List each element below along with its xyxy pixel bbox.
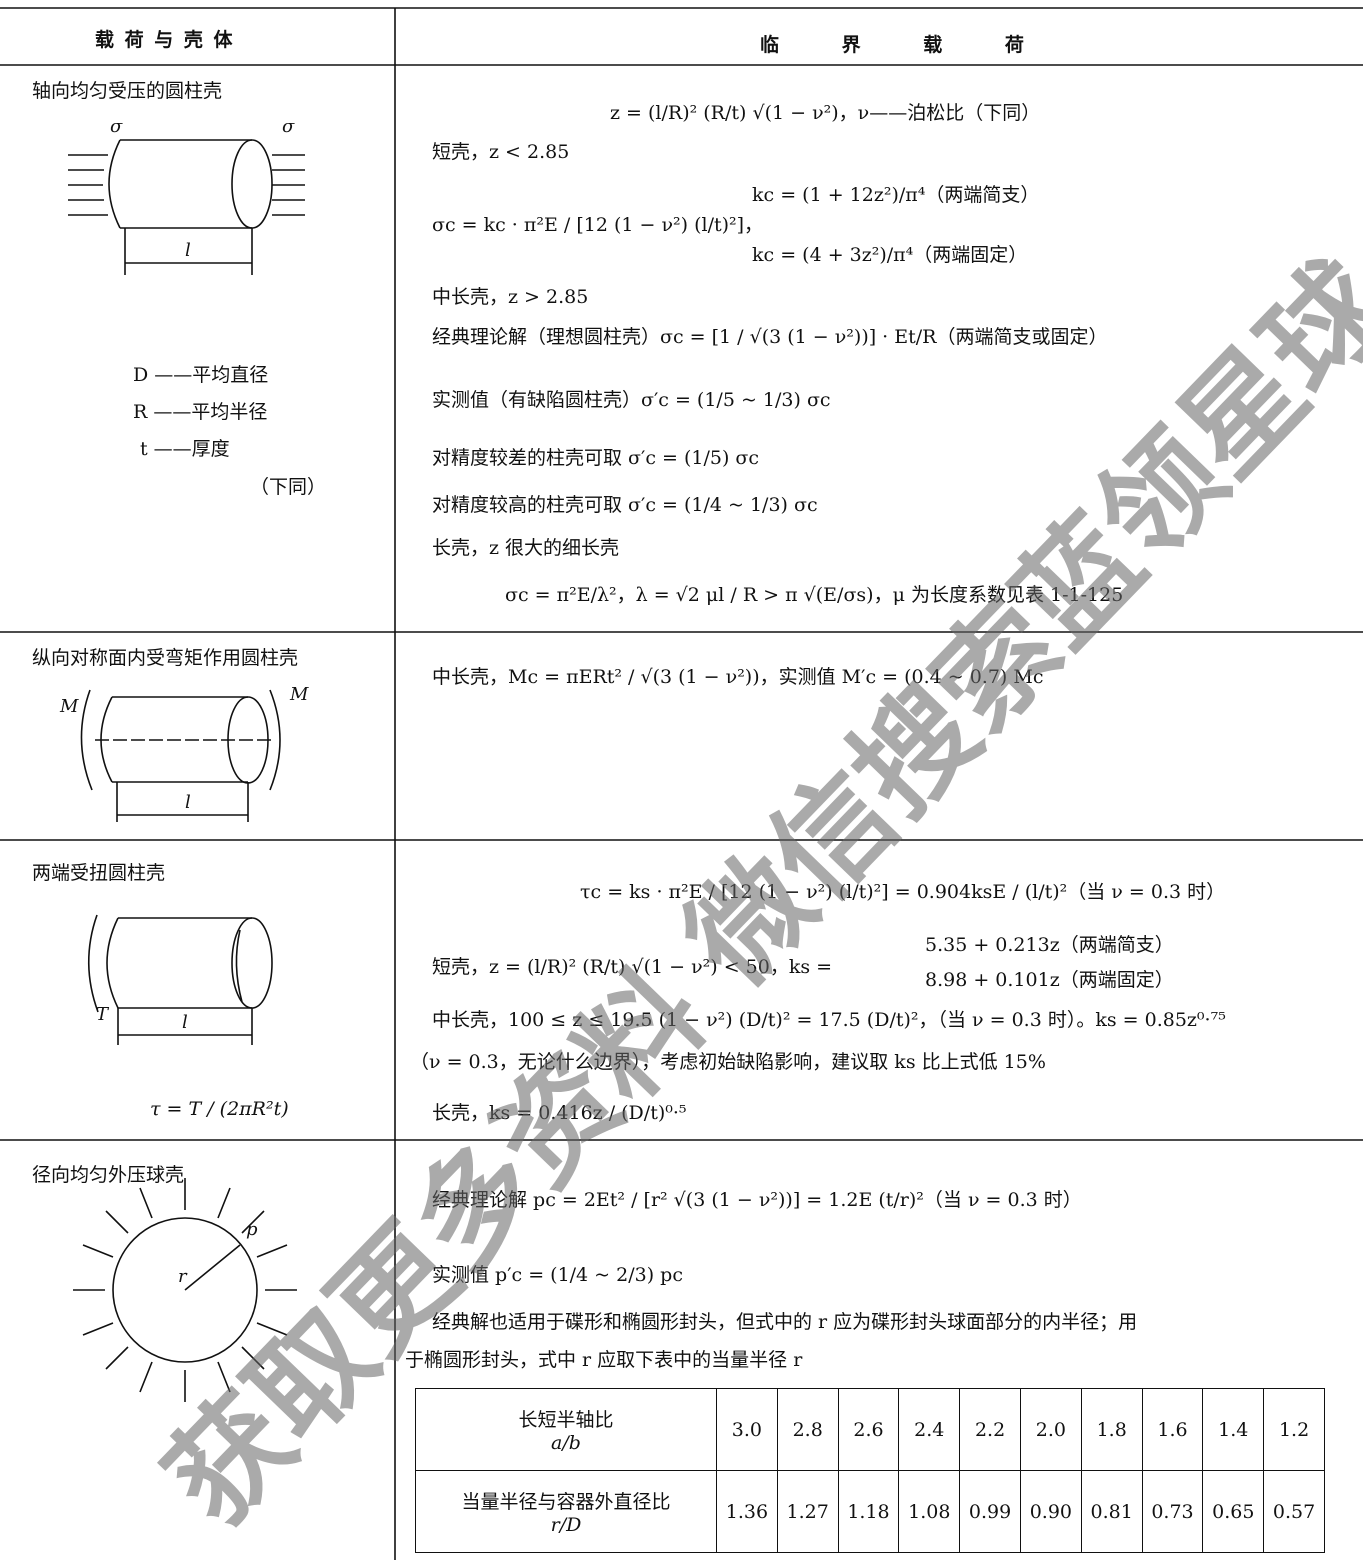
diagram-label: p	[246, 1219, 258, 1240]
cylinder-diagram: M M l	[59, 684, 309, 822]
formula-line: 长壳，z 很大的细长壳	[432, 537, 620, 559]
table-cell: 2.2	[959, 1388, 1021, 1471]
note: t ——厚度	[140, 438, 230, 460]
cell-text: 当量半径与容器外直径比	[461, 1491, 671, 1513]
table-cell: 1.27	[776, 1470, 839, 1553]
formula-line: 经典理论解 pc = 2Et² / [r² √(3 (1 − ν²))] = 1…	[432, 1189, 1082, 1211]
cell-text: r/D	[550, 1514, 582, 1536]
sphere-diagram: p r	[73, 1178, 297, 1402]
row-title: 纵向对称面内受弯矩作用圆柱壳	[32, 647, 299, 669]
table-cell: 2.8	[776, 1388, 839, 1471]
diagram-label: T	[96, 1004, 110, 1025]
table-cell: 1.4	[1202, 1388, 1265, 1471]
header-cell: 载 荷 与 壳 体	[95, 29, 235, 51]
diagram-label: σ	[110, 116, 123, 137]
row-title: 两端受扭圆柱壳	[32, 862, 166, 884]
note: D ——平均直径	[133, 364, 269, 386]
diagram-label: M	[289, 684, 309, 705]
diagram-label: l	[185, 792, 191, 813]
table-cell: 0.65	[1202, 1470, 1265, 1553]
formula-line: 对精度较高的柱壳可取 σ′c = (1/4 ~ 1/3) σc	[432, 494, 818, 516]
diagram-label: σ	[282, 116, 295, 137]
formula-line: 5.35 + 0.213z（两端简支）	[925, 934, 1174, 956]
table-row: 当量半径与容器外直径比 r/D 1.36 1.27 1.18 1.08 0.99 0.90 0…	[415, 1470, 1325, 1553]
table-cell: 1.6	[1141, 1388, 1204, 1471]
note: （下同）	[250, 476, 327, 498]
table-cell: 1.36	[716, 1470, 778, 1553]
formula-line: z = (l/R)² (R/t) √(1 − ν²)，ν——泊松比（下同）	[610, 102, 1041, 124]
formula-line: 经典理论解（理想圆柱壳）σc = [1 / √(3 (1 − ν²))] · E…	[432, 326, 1108, 348]
table-cell: 1.2	[1263, 1388, 1325, 1471]
header-cell: 临 界 载 荷	[760, 34, 1052, 56]
table-cell: 0.73	[1141, 1470, 1204, 1553]
formula-line: 实测值（有缺陷圆柱壳）σ′c = (1/5 ~ 1/3) σc	[432, 389, 831, 411]
table-cell: 1.8	[1080, 1388, 1143, 1471]
formula-line: 于椭圆形封头，式中 r 应取下表中的当量半径 r	[405, 1349, 803, 1371]
cylinder-diagram: T l	[87, 914, 273, 1045]
formula-line: 中长壳，Mc = πERt² / √(3 (1 − ν²))，实测值 M′c =…	[432, 666, 1044, 688]
diagram-label: l	[185, 240, 191, 261]
formula-line: τc = ks · π²E / [12 (1 − ν²) (l/t)²] = 0…	[580, 881, 1226, 903]
table-cell: 2.4	[898, 1388, 961, 1471]
equivalent-radius-table: 长短半轴比 a/b 3.0 2.8 2.6 2.4 2.2 2.0 1.8 1.6 1.4 1.2 …	[415, 1388, 1325, 1553]
formula-line: 短壳，z = (l/R)² (R/t) √(1 − ν²) < 50，ks =	[432, 956, 833, 978]
diagram-label: l	[182, 1012, 188, 1033]
row-title: 径向均匀外压球壳	[32, 1164, 185, 1186]
table-cell: 0.57	[1263, 1470, 1325, 1553]
row-title: 轴向均匀受压的圆柱壳	[32, 80, 223, 102]
table-header: 长短半轴比 a/b	[415, 1388, 717, 1471]
table-cell: 0.81	[1080, 1470, 1143, 1553]
formula-line: 长壳，ks = 0.416z / (D/t)⁰·⁵	[432, 1102, 687, 1124]
table-cell: 1.18	[837, 1470, 900, 1553]
formula-line: 对精度较差的柱壳可取 σ′c = (1/5) σc	[432, 447, 760, 469]
formula-line: 经典解也适用于碟形和椭圆形封头，但式中的 r 应为碟形封头球面部分的内半径；用	[432, 1311, 1138, 1333]
formula-line: （ν = 0.3，无论什么边界），考虑初始缺陷影响，建议取 ks 比上式低 15…	[410, 1051, 1046, 1073]
formula: τ = T / (2πR²t)	[150, 1098, 289, 1120]
cylinder-diagram: σ σ l	[68, 116, 305, 275]
formula-line: σc = kc · π²E / [12 (1 − ν²) (l/t)²]，	[432, 214, 764, 236]
cell-text: a/b	[551, 1432, 581, 1454]
table-cell: 3.0	[716, 1388, 778, 1471]
formula-line: 8.98 + 0.101z（两端固定）	[925, 969, 1174, 991]
cell-text: 长短半轴比	[518, 1409, 614, 1431]
formula-line: kc = (4 + 3z²)/π⁴（两端固定）	[752, 244, 1028, 266]
table-cell: 2.0	[1019, 1388, 1082, 1471]
table-cell: 1.08	[898, 1470, 961, 1553]
table-header: 当量半径与容器外直径比 r/D	[415, 1470, 717, 1553]
note: R ——平均半径	[133, 401, 268, 423]
table-cell: 0.90	[1019, 1470, 1082, 1553]
formula-line: 中长壳，100 ≤ z ≤ 19.5 (1 − ν²) (D/t)² = 17.…	[432, 1009, 1226, 1031]
diagram-label: M	[59, 696, 79, 717]
formula-line: 中长壳，z > 2.85	[432, 286, 589, 308]
diagram-label: r	[178, 1266, 188, 1287]
table-cell: 2.6	[837, 1388, 900, 1471]
table-cell: 0.99	[959, 1470, 1021, 1553]
formula-line: kc = (1 + 12z²)/π⁴（两端简支）	[752, 184, 1040, 206]
table-row: 长短半轴比 a/b 3.0 2.8 2.6 2.4 2.2 2.0 1.8 1.6 1.4 1.2	[415, 1388, 1325, 1471]
formula-line: 实测值 p′c = (1/4 ~ 2/3) pc	[432, 1264, 683, 1286]
formula-line: 短壳，z < 2.85	[432, 141, 570, 163]
formula-line: σc = π²E/λ²，λ = √2 μl / R > π √(E/σs)，μ …	[505, 584, 1124, 606]
